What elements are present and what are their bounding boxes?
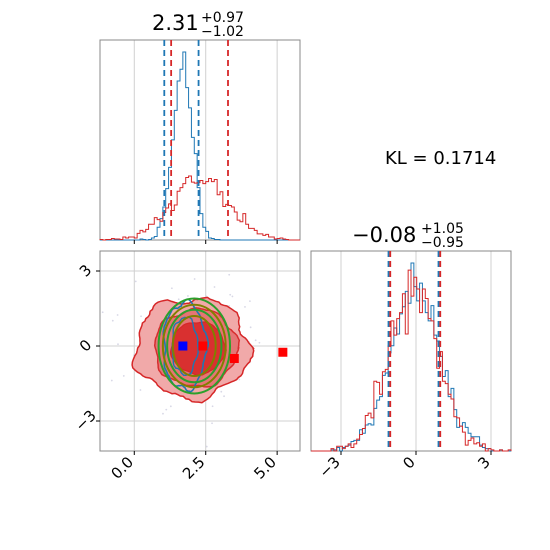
scatter-point — [162, 412, 164, 415]
histogram-param2-panel: −3 0 3 — [310, 250, 512, 481]
x-tick-label-param2: −3 — [315, 453, 343, 481]
scatter-point — [134, 280, 137, 283]
scatter-point — [101, 311, 104, 314]
y-tick-label-param2: 0 — [76, 336, 95, 355]
ellipse-contour-0 — [157, 297, 232, 395]
joint-density-panel: 0.0 2.5 5.0 3 0 −3 — [71, 250, 301, 483]
scatter-point — [211, 422, 213, 425]
scatter-point — [122, 375, 125, 377]
scatter-point — [249, 326, 252, 329]
titles: 2.31 +0.97 −1.02 −0.08 +1.05 −0.95 KL = … — [152, 10, 496, 251]
histogram-blue-param2 — [311, 262, 511, 452]
ellipse-contour-2 — [166, 308, 223, 384]
scatter-point — [165, 408, 168, 411]
param1-median: 2.31 — [152, 11, 199, 35]
joint-panel-frame — [99, 250, 301, 452]
marker-square-0 — [178, 341, 188, 351]
param1-title: 2.31 — [152, 11, 199, 35]
scatter-point — [228, 273, 231, 276]
scatter-point — [244, 306, 246, 308]
scatter-point — [139, 389, 142, 391]
param2-title-plus: +1.05 — [421, 221, 464, 237]
scatter-point — [110, 379, 113, 382]
scatter-point — [258, 341, 261, 344]
histogram-red-param1 — [99, 175, 300, 241]
marker-square-1 — [198, 341, 208, 351]
kl-annotation: KL = 0.1714 — [385, 148, 496, 169]
param1-title-plus: +0.97 — [201, 10, 244, 26]
param2-median: −0.08 — [352, 223, 416, 247]
marker-square-2 — [229, 354, 239, 363]
y-tick-label-param2: 3 — [76, 261, 95, 280]
scatter-point — [170, 287, 173, 290]
histogram-param2-frame — [310, 250, 512, 452]
scatter-point — [169, 405, 172, 408]
scatter-point — [254, 339, 257, 342]
scatter-point — [205, 445, 208, 448]
marker-square-3 — [278, 347, 288, 357]
param2-title: −0.08 — [352, 223, 416, 247]
x-tick-label-param1: 5.0 — [250, 453, 280, 483]
y-tick-label-param2: −3 — [71, 406, 99, 434]
scatter-point — [249, 300, 251, 303]
x-tick-label-param2: 0 — [399, 453, 418, 472]
x-tick-label-param2: 3 — [474, 453, 493, 472]
histogram-blue-param1 — [100, 51, 300, 241]
histogram-param1-panel — [99, 39, 301, 244]
ellipse-contour-3 — [171, 315, 217, 377]
scatter-point — [177, 298, 180, 301]
scatter-point — [187, 295, 189, 297]
scatter-point — [111, 319, 114, 322]
scatter-point — [231, 295, 234, 298]
scatter-point — [213, 286, 216, 288]
param1-title-minus: −1.02 — [201, 24, 244, 40]
ellipse-contour-1 — [161, 303, 227, 389]
scatter-point — [229, 293, 232, 296]
scatter-point — [193, 278, 196, 280]
scatter-point — [238, 378, 241, 381]
scatter-point — [140, 315, 142, 318]
x-tick-label-param1: 2.5 — [179, 453, 209, 483]
scatter-point — [211, 405, 214, 408]
scatter-point — [116, 314, 119, 316]
histogram-red-param2 — [311, 269, 512, 452]
scatter-point — [117, 343, 119, 346]
param2-title-minus: −0.95 — [421, 235, 464, 251]
scatter-point — [220, 390, 223, 393]
x-tick-label-param1: 0.0 — [108, 453, 138, 483]
scatter-point — [223, 395, 225, 398]
histogram-param1-frame — [99, 39, 301, 241]
